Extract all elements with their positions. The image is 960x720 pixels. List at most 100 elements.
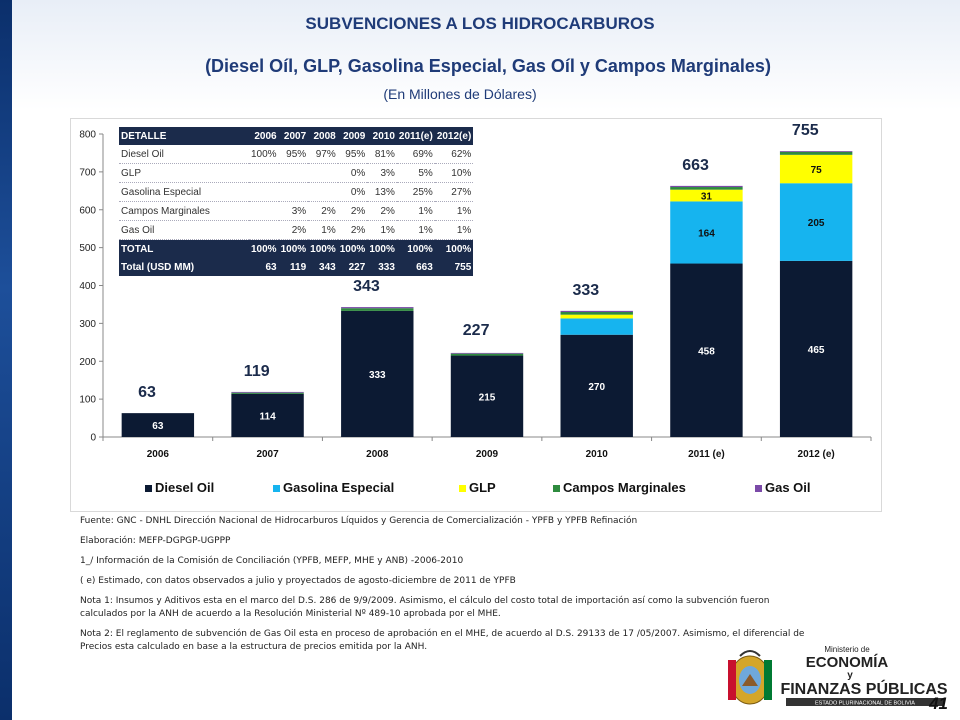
bar-segment bbox=[560, 314, 633, 319]
table-cell: 100% bbox=[308, 239, 338, 258]
table-header-cell: DETALLE bbox=[119, 127, 249, 145]
bar-segment bbox=[231, 393, 304, 437]
nota-1: Nota 1: Insumos y Aditivos esta en el ma… bbox=[80, 596, 770, 619]
legend-item-gasoil: Gas Oil bbox=[755, 480, 811, 495]
units-label: (En Millones de Dólares) bbox=[383, 86, 537, 102]
bar-segment bbox=[231, 391, 304, 393]
bar-segment bbox=[341, 308, 414, 311]
table-cell: Gas Oil bbox=[119, 220, 249, 240]
table-cell: 2% bbox=[337, 220, 368, 240]
bar-segment bbox=[779, 151, 853, 152]
header-background bbox=[0, 0, 960, 110]
bar-segment bbox=[560, 318, 633, 335]
table-header-cell: 2006 bbox=[249, 127, 279, 145]
table-cell: 343 bbox=[308, 258, 338, 276]
total-label: 663 bbox=[682, 157, 709, 174]
table-cell: 1% bbox=[396, 201, 435, 221]
y-tick-label: 0 bbox=[90, 433, 96, 444]
total-label: 333 bbox=[573, 282, 600, 299]
logo-line-2: ECONOMÍA bbox=[806, 654, 889, 671]
detail-table: DETALLE 2006 2007 2008 2009 2010 2011(e)… bbox=[119, 127, 474, 276]
page-number: 41 bbox=[929, 694, 948, 713]
table-header-row: DETALLE 2006 2007 2008 2009 2010 2011(e)… bbox=[119, 127, 474, 145]
table-cell: 13% bbox=[367, 182, 397, 202]
bar-segment bbox=[341, 310, 414, 437]
y-tick-label: 600 bbox=[79, 205, 96, 216]
table-cell bbox=[249, 220, 279, 240]
logo-banner bbox=[786, 698, 944, 706]
table-cell bbox=[308, 182, 338, 202]
logo-line-3: y bbox=[847, 670, 853, 681]
table-total-row: TOTAL 100% 100% 100% 100% 100% 100% 100% bbox=[119, 239, 474, 258]
table-cell: 100% bbox=[278, 239, 309, 258]
legend-swatch bbox=[755, 485, 762, 493]
coat-of-arms-icon: Ministerio de ECONOMÍA y FINANZAS PÚBLIC… bbox=[728, 645, 948, 707]
table-cell: 1% bbox=[434, 220, 474, 240]
table-cell: 3% bbox=[278, 201, 309, 221]
table-cell: 100% bbox=[367, 239, 397, 258]
ministry-logo: Ministerio de ECONOMÍA y FINANZAS PÚBLIC… bbox=[722, 640, 952, 715]
table-cell: 2% bbox=[278, 220, 309, 240]
table-cell: 95% bbox=[278, 145, 309, 164]
bar-segment bbox=[231, 392, 304, 394]
table-cell: 100% bbox=[337, 239, 368, 258]
y-tick-label: 300 bbox=[79, 319, 96, 330]
table-cell: 1% bbox=[308, 220, 338, 240]
source-note: Fuente: GNC - DNHL Dirección Nacional de… bbox=[80, 516, 638, 526]
data-label: 333 bbox=[369, 370, 386, 381]
table-cell: 1% bbox=[396, 220, 435, 240]
y-tick-label: 500 bbox=[79, 243, 96, 254]
logo-line-5: ESTADO PLURINACIONAL DE BOLIVIA bbox=[815, 701, 915, 707]
table-header-cell: 2010 bbox=[367, 127, 397, 145]
legend-label: Gas Oil bbox=[765, 480, 811, 495]
legend-item-gasolina: Gasolina Especial bbox=[273, 480, 394, 495]
x-tick-label: 2010 bbox=[586, 449, 609, 460]
table-cell: 100% bbox=[396, 239, 435, 258]
table-cell bbox=[278, 163, 309, 183]
data-label: 458 bbox=[698, 346, 715, 357]
table-cell: 100% bbox=[434, 239, 474, 258]
table-cell bbox=[278, 182, 309, 202]
data-label: 31 bbox=[701, 192, 713, 203]
table-cell: Campos Marginales bbox=[119, 201, 249, 221]
x-tick-label: 2008 bbox=[366, 449, 389, 460]
table-cell: Gasolina Especial bbox=[119, 182, 249, 202]
table-cell: 62% bbox=[434, 145, 474, 164]
table-row: Diesel Oil 100% 95% 97% 95% 81% 69% 62% bbox=[119, 145, 474, 164]
legend-item-glp: GLP bbox=[459, 480, 496, 495]
bar-segment bbox=[670, 185, 743, 188]
bar-segment bbox=[560, 334, 633, 437]
table-cell: 2% bbox=[308, 201, 338, 221]
x-tick-label: 2007 bbox=[256, 449, 279, 460]
data-label: 75 bbox=[811, 165, 823, 176]
logo-line-1: Ministerio de bbox=[824, 645, 870, 654]
bar-segment bbox=[450, 355, 524, 437]
table-row: Campos Marginales 3% 2% 2% 2% 1% 1% bbox=[119, 201, 474, 221]
bar-segment bbox=[450, 352, 524, 354]
table-cell: 69% bbox=[396, 145, 435, 164]
bar-segment bbox=[560, 310, 633, 313]
table-cell: 95% bbox=[337, 145, 368, 164]
legend-swatch bbox=[459, 485, 466, 493]
table-cell: 97% bbox=[308, 145, 338, 164]
table-cell: 27% bbox=[434, 182, 474, 202]
table-header-cell: 2009 bbox=[337, 127, 368, 145]
bar-segment bbox=[779, 151, 853, 155]
coat-of-arms-emblem bbox=[728, 650, 772, 705]
bar-segment bbox=[670, 263, 743, 437]
table-cell: 227 bbox=[337, 258, 368, 276]
total-label: 119 bbox=[244, 363, 270, 380]
table-row: GLP 0% 3% 5% 10% bbox=[119, 163, 474, 183]
table-cell: 100% bbox=[249, 145, 279, 164]
data-label: 205 bbox=[808, 218, 825, 229]
bar-segment bbox=[450, 353, 524, 356]
x-tick-label: 2006 bbox=[147, 449, 170, 460]
bar-segment bbox=[670, 187, 743, 190]
table-cell: 0% bbox=[337, 163, 368, 183]
legend-item-diesel: Diesel Oil bbox=[145, 480, 214, 495]
table-cell bbox=[249, 163, 279, 183]
y-tick-label: 700 bbox=[79, 167, 96, 178]
table-row: Gas Oil 2% 1% 2% 1% 1% 1% bbox=[119, 220, 474, 240]
table-cell: 5% bbox=[396, 163, 435, 183]
legend-swatch bbox=[553, 485, 560, 493]
